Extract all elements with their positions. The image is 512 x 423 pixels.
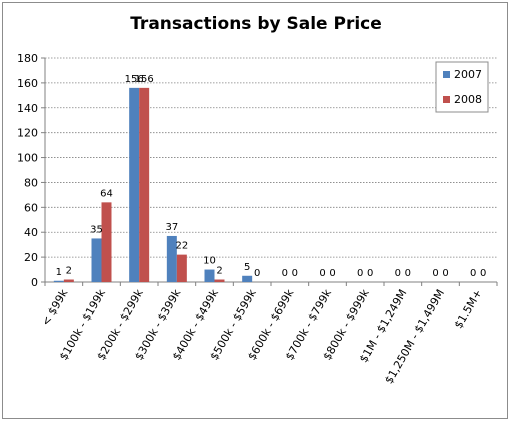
data-label-2008: 0 [254,268,260,279]
y-tick-label: 140 [17,102,38,115]
data-label-2008: 0 [329,268,335,279]
grid-lines [45,57,497,258]
bar-2008 [214,279,225,282]
chart-svg: Transactions by Sale Price 0204060801001… [17,14,498,386]
data-label-2007: 37 [165,222,178,233]
legend: 2007 2008 [435,61,489,113]
y-tick-label: 40 [24,226,38,239]
bar-2008 [63,279,74,282]
data-label-2008: 0 [367,268,373,279]
bar-2007 [91,238,102,282]
bar-2007 [166,235,177,282]
y-tick-label: 80 [24,176,38,189]
bar-2007 [242,275,253,282]
y-tick-label: 60 [24,201,38,214]
y-tick-label: 120 [17,127,38,140]
data-label-2008: 64 [100,188,113,199]
legend-swatch-2008 [443,96,450,103]
category-labels: < $99k$100k - $199k$200k - $299k$300k - … [39,286,485,386]
bar-2008 [176,254,187,282]
data-label-2008: 0 [480,268,486,279]
data-label-2008: 2 [66,266,72,277]
data-label-2008: 22 [175,241,188,252]
bar-2007 [129,87,140,282]
category-label: < $99k [39,286,71,328]
data-label-2007: 0 [395,268,401,279]
data-label-2007: 0 [357,268,363,279]
data-label-2007: 0 [470,268,476,279]
bar-2008 [101,202,112,282]
legend-label-2007: 2007 [454,68,482,81]
data-label-2008: 0 [442,268,448,279]
y-tick-label: 100 [17,152,38,165]
data-label-2007: 1 [56,267,62,278]
data-label-2007: 0 [319,268,325,279]
data-label-2007: 35 [90,224,103,235]
data-label-2007: 0 [432,268,438,279]
data-label-2007: 156 [125,74,144,85]
category-label: $1.5M+ [452,287,485,331]
data-label-2008: 0 [292,268,298,279]
data-label-2008: 0 [405,268,411,279]
data-label-2008: 156 [135,74,154,85]
y-tick-label: 20 [24,251,38,264]
bar-2007 [204,269,215,282]
data-label-2007: 0 [282,268,288,279]
data-label-2007: 10 [203,256,216,267]
legend-swatch-2007 [443,71,450,78]
y-tick-label: 160 [17,77,38,90]
legend-label-2008: 2008 [454,93,482,106]
bars [53,87,253,282]
bar-2007 [53,280,64,282]
chart-title: Transactions by Sale Price [130,14,382,34]
chart-frame: Transactions by Sale Price 0 20 40 60 80 100 1… [2,2,508,419]
y-tick-label: 0 [31,276,38,289]
legend-box [435,61,489,113]
bar-2008 [139,87,150,282]
data-label-2007: 5 [244,262,250,273]
y-tick-label: 180 [17,52,38,65]
data-label-2008: 2 [216,266,222,277]
